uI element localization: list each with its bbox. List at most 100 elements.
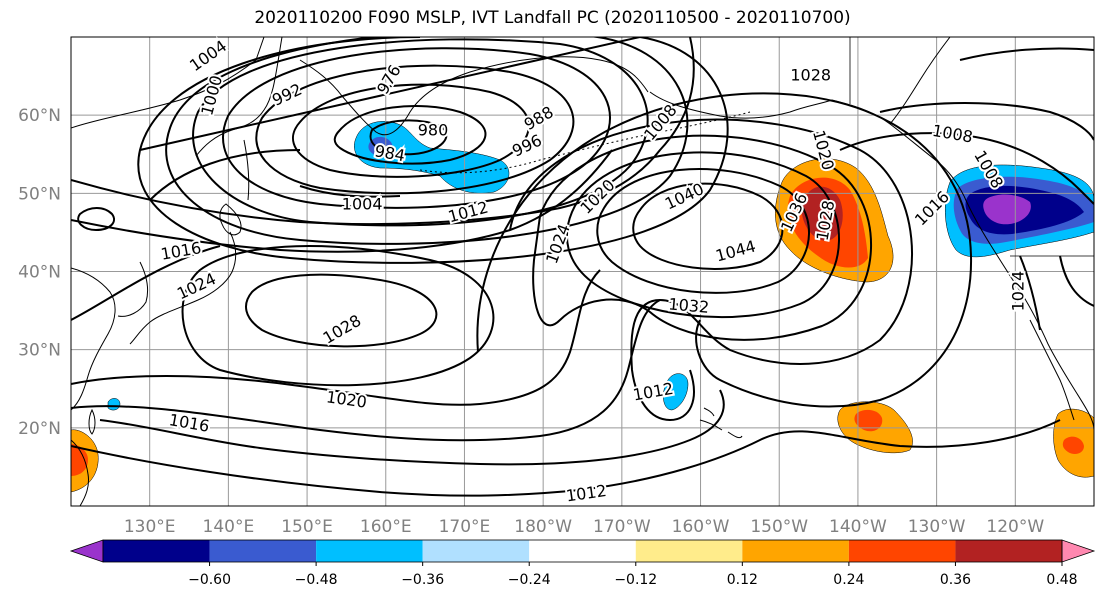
coast-taiwan xyxy=(88,408,96,435)
isobar xyxy=(839,132,1094,205)
lat-tick-label: 30°N xyxy=(18,341,61,361)
colorbar-tick-label: 0.12 xyxy=(727,572,758,588)
isobar-label: 1028 xyxy=(790,66,831,85)
isobar-label: 996 xyxy=(509,130,545,160)
colorbar-segment xyxy=(316,540,423,562)
isobar-label: 1004 xyxy=(342,195,383,214)
isobar-label: 1000 xyxy=(197,73,226,117)
coast-sakhalin xyxy=(243,139,250,201)
isobar xyxy=(596,167,810,294)
colorbar-tick-label: 0.48 xyxy=(1046,572,1077,588)
lat-tick-label: 60°N xyxy=(18,106,61,126)
colorbar-segment xyxy=(422,540,530,562)
isobar-label: 980 xyxy=(418,120,449,139)
ivt-patch-hawaii-ne-core xyxy=(854,409,883,432)
coast-asia xyxy=(71,37,265,129)
isobar-label: 992 xyxy=(269,80,305,110)
lon-tick-label: 160°E xyxy=(360,517,412,537)
coast-alaska-west xyxy=(649,91,833,119)
colorbar-tick-label: −0.48 xyxy=(295,572,338,588)
mslp-isobars xyxy=(71,37,1094,497)
lon-tick-label: 150°W xyxy=(750,517,808,537)
colorbar-segment xyxy=(635,540,743,562)
isobar xyxy=(1019,255,1094,331)
isobar-label: 1012 xyxy=(565,481,608,505)
coast-aleutians xyxy=(419,111,751,174)
isobar-label: 988 xyxy=(521,102,557,134)
isobar xyxy=(165,37,689,245)
isobar-label: 1020 xyxy=(325,387,368,411)
isobar xyxy=(192,38,649,227)
map-frame xyxy=(70,36,1095,507)
coast-na-west xyxy=(963,195,1094,431)
isobar-label: 1004 xyxy=(186,36,230,75)
ivt-patch-pacific-nw-core xyxy=(983,194,1031,225)
colorbar-tick-label: −0.60 xyxy=(188,572,231,588)
coast-baja xyxy=(1029,319,1075,421)
colorbar-extend-min xyxy=(69,539,104,563)
map-title: 2020110200 F090 MSLP, IVT Landfall PC (2… xyxy=(254,8,851,28)
coast-korea xyxy=(117,261,149,317)
isobar xyxy=(369,119,448,156)
isobar xyxy=(77,207,115,232)
isobar xyxy=(509,118,914,422)
ivt-patch-baja-core xyxy=(1062,436,1084,454)
isobar xyxy=(959,47,1094,61)
lon-tick-label: 130°W xyxy=(908,517,966,537)
isobar xyxy=(71,245,221,321)
isobar xyxy=(532,134,872,341)
colorbar-tick-label: −0.24 xyxy=(508,572,551,588)
isobar xyxy=(71,37,695,226)
isobar xyxy=(255,64,575,195)
coast-japan xyxy=(129,231,237,345)
ivt-patch-philippines-core xyxy=(71,444,88,476)
isobar xyxy=(137,37,729,264)
coast-kamchatka xyxy=(299,56,649,136)
ivt-shading xyxy=(71,121,1094,493)
isobar-label: 1024 xyxy=(1009,271,1028,312)
lon-tick-label: 170°E xyxy=(439,517,491,537)
lon-tick-label: 120°W xyxy=(986,517,1044,537)
isobar xyxy=(879,102,1094,141)
latitude-labels: 60°N 50°N 40°N 30°N 20°N xyxy=(18,106,61,439)
coast-hawaii xyxy=(699,407,743,439)
ivt-patch-ne-pacific-core xyxy=(801,186,843,241)
lon-tick-label: 140°E xyxy=(203,517,255,537)
lat-tick-label: 20°N xyxy=(18,419,61,439)
lon-tick-label: 130°E xyxy=(124,517,176,537)
ivt-patch-west-small xyxy=(107,398,121,411)
colorbar-segment xyxy=(742,540,849,562)
isobar xyxy=(476,92,972,408)
isobar xyxy=(333,105,487,165)
lon-tick-label: 150°E xyxy=(281,517,333,537)
ivt-patch-central-blue xyxy=(663,373,689,411)
isobar xyxy=(222,47,611,209)
colorbar-segment xyxy=(103,540,210,562)
colorbar-segment xyxy=(955,540,1062,562)
colorbar-extend-max xyxy=(1061,539,1096,563)
lon-tick-label: 140°W xyxy=(829,517,887,537)
isobar-label: 1008 xyxy=(931,121,974,147)
colorbar-tick-label: −0.36 xyxy=(401,572,444,588)
isobar-label: 1028 xyxy=(320,311,365,348)
colorbar-segment xyxy=(848,540,956,562)
isobar-label: 1044 xyxy=(714,237,758,266)
colorbar: −0.60 −0.48 −0.36 −0.24 −0.12 0.12 0.24 0.36 0.4… xyxy=(69,539,1096,588)
lon-tick-label: 180°W xyxy=(514,517,572,537)
lat-tick-label: 50°N xyxy=(18,184,61,204)
coast-china xyxy=(71,267,116,411)
isobar xyxy=(71,149,613,253)
lat-tick-label: 40°N xyxy=(18,263,61,283)
isobar-label: 1024 xyxy=(542,221,574,266)
isobar-label: 1032 xyxy=(668,294,710,316)
isobar xyxy=(181,245,495,387)
isobar xyxy=(99,389,725,466)
isobar xyxy=(149,149,401,201)
coast-bc xyxy=(889,37,951,125)
colorbar-tick-label: 0.36 xyxy=(940,572,971,588)
isobar xyxy=(632,182,784,270)
isobar xyxy=(71,299,661,442)
isobar xyxy=(292,83,530,178)
colorbar-outline xyxy=(102,539,1063,563)
